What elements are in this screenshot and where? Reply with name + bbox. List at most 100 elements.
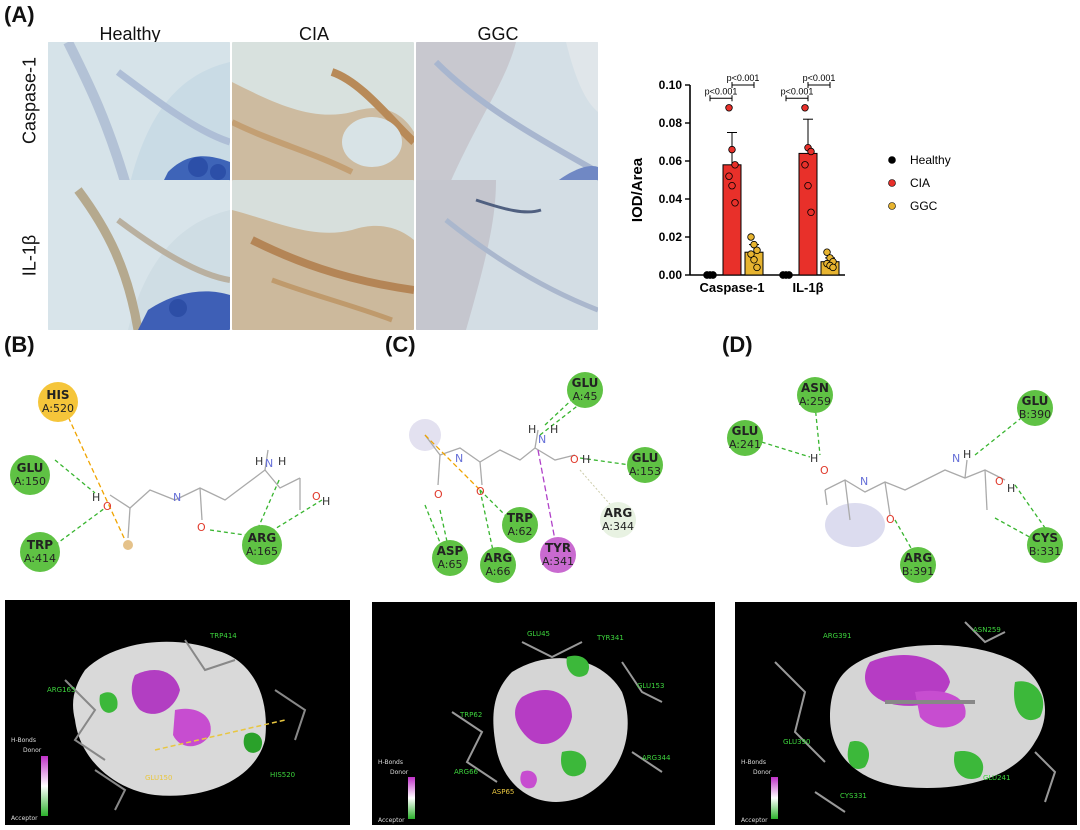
residue-asp-a65: ASP A:65 (432, 540, 468, 576)
svg-text:ARG: ARG (604, 506, 632, 520)
atom-c-o3: O (434, 488, 443, 501)
dock-label-arg165: ARG165 (47, 686, 75, 694)
atom-d-h3: H (1007, 482, 1015, 495)
atom-c-h3: H (582, 453, 590, 466)
atom-n2: N (265, 457, 273, 470)
bar-chart: IOD/Area 0.00 0.02 0.04 0.06 0.08 0.10 Caspase… (629, 73, 951, 295)
dock-label-his520: HIS520 (270, 771, 295, 779)
data-point (747, 250, 755, 258)
p-value-label: p<0.001 (705, 86, 738, 96)
svg-text:ARG: ARG (484, 551, 512, 565)
micrograph-ggc-il1b (416, 180, 598, 330)
dock-label-tyr341: TYR341 (596, 634, 624, 642)
residue-asn-a259: ASN A:259 (797, 377, 833, 413)
atom-o1: O (103, 500, 112, 513)
data-point (725, 104, 733, 112)
bar-cia-0 (722, 164, 742, 276)
atom-d-o1: O (820, 464, 829, 477)
column-header-healthy: Healthy (99, 24, 161, 44)
atom-d-h1: H (810, 452, 818, 465)
hbond-legend-title-d: H-Bonds (741, 759, 766, 766)
data-point (725, 172, 733, 180)
residue-tyr-a341: TYR A:341 (540, 537, 576, 573)
legend-marker-healthy (888, 156, 896, 164)
atom-o2: O (197, 521, 206, 534)
data-point (728, 145, 736, 154)
svg-text:A:65: A:65 (437, 558, 462, 571)
y-tick-label: 0.08 (659, 116, 683, 130)
dock-label-trp414: TRP414 (209, 632, 237, 640)
data-point (728, 181, 736, 190)
svg-text:GLU: GLU (1022, 394, 1049, 408)
y-tick-label: 0.04 (659, 192, 683, 206)
hbond-legend-acceptor-c: Acceptor (378, 817, 405, 824)
residue-arg-a165: ARG A:165 (242, 525, 282, 565)
atom-h2: H (255, 455, 263, 468)
column-header-ggc: GGC (477, 24, 519, 44)
svg-text:B:391: B:391 (902, 565, 934, 578)
panel-label-c: (C) (385, 332, 416, 357)
hbond-legend-donor-d: Donor (753, 769, 772, 776)
svg-text:B:331: B:331 (1029, 545, 1061, 558)
y-axis-label: IOD/Area (629, 157, 646, 222)
atom-c-h2: H (550, 423, 558, 436)
atom-n1: N (173, 491, 181, 504)
svg-text:TYR: TYR (545, 541, 571, 555)
residue-glu-a150: GLU A:150 (10, 455, 50, 495)
hbond-legend-acceptor-d: Acceptor (741, 817, 768, 824)
row-header-caspase1: Caspase-1 (19, 56, 40, 145)
micrograph-ggc-caspase1 (416, 42, 598, 192)
dock-label-glu150: GLU150 (145, 774, 172, 782)
legend-marker-cia (888, 179, 896, 187)
y-tick-label: 0.10 (659, 78, 683, 92)
svg-text:GLU: GLU (17, 461, 44, 475)
legend-marker-ggc (888, 202, 896, 210)
y-tick-label: 0.00 (659, 268, 683, 282)
p-value-label: p<0.001 (803, 73, 836, 83)
column-header-cia: CIA (298, 24, 329, 44)
legend-label-cia: CIA (910, 176, 930, 190)
dock-label-glu390: GLU390 (783, 738, 810, 746)
svg-text:B:390: B:390 (1019, 408, 1051, 421)
data-point (785, 271, 793, 279)
svg-text:GLU: GLU (572, 376, 599, 390)
atom-h1: H (92, 491, 100, 504)
svg-text:GLU: GLU (632, 451, 659, 465)
interaction-diagram-d: H O N N H O H O ASN A:259 GLU A:241 GLU … (727, 377, 1063, 583)
svg-text:A:45: A:45 (572, 390, 597, 403)
svg-text:A:341: A:341 (542, 555, 574, 568)
residue-trp-a414: TRP A:414 (20, 532, 60, 572)
data-point (753, 246, 761, 254)
dock-label-glu153: GLU153 (637, 682, 664, 690)
hbond-legend-title-c: H-Bonds (378, 759, 403, 766)
docking-view-d: ARG391 ASN259 GLU390 GLU241 CYS331 H-Bon… (735, 602, 1077, 825)
data-point (829, 263, 837, 272)
micrograph-cia-il1b (232, 180, 414, 330)
atom-c-o1: O (570, 453, 579, 466)
residue-glu-a45: GLU A:45 (567, 372, 603, 408)
interaction-diagram-c: H N H O H N O O GLU A:45 GLU A:153 ARG A… (409, 372, 663, 583)
panel-label-d: (D) (722, 332, 753, 357)
p-value-label: p<0.001 (781, 86, 814, 96)
residue-arg-a66: ARG A:66 (480, 547, 516, 583)
dock-label-glu45: GLU45 (527, 630, 550, 638)
data-point (807, 208, 815, 216)
data-point (750, 240, 758, 249)
svg-text:ARG: ARG (904, 551, 932, 565)
data-point (731, 161, 739, 169)
y-tick-label: 0.06 (659, 154, 683, 168)
data-point (747, 233, 755, 241)
dock-label-glu241: GLU241 (983, 774, 1010, 782)
svg-text:ASN: ASN (801, 381, 829, 395)
atom-o3: O (312, 490, 321, 503)
svg-text:A:62: A:62 (507, 525, 532, 538)
residue-arg-b391: ARG B:391 (900, 547, 936, 583)
svg-text:A:66: A:66 (485, 565, 510, 578)
atom-h3: H (278, 455, 286, 468)
micrograph-cia-caspase1 (232, 42, 414, 192)
y-tick-label: 0.02 (659, 230, 683, 244)
atom-d-o3: O (886, 513, 895, 526)
residue-trp-a62: TRP A:62 (502, 507, 538, 543)
svg-text:TRP: TRP (27, 538, 53, 552)
svg-text:A:241: A:241 (729, 438, 761, 451)
